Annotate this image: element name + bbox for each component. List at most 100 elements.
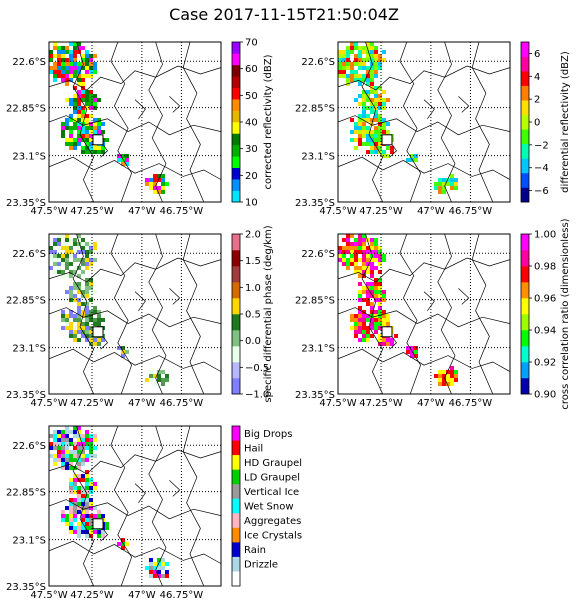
echo-pixel	[93, 150, 97, 154]
echo-pixel	[366, 262, 370, 266]
echo-pixel	[354, 246, 358, 250]
echo-pixel	[65, 522, 69, 526]
echo-pixel	[362, 114, 366, 118]
echo-pixel	[438, 382, 442, 386]
echo-pixel	[374, 130, 378, 134]
echo-pixel	[378, 122, 382, 126]
colorbar-tick-label: −6	[534, 186, 549, 197]
echo-pixel	[77, 102, 81, 106]
echo-pixel	[81, 458, 85, 462]
echo-pixel	[49, 70, 53, 74]
echo-pixel	[61, 234, 65, 238]
panel-cross-correlation-ratio: 22.6°S 22.85°S 23.1°S 23.35°S47.5°W 47.25°W 4…	[295, 218, 571, 409]
echo-pixel	[362, 258, 366, 262]
echo-pixel	[350, 42, 354, 46]
echo-pixel	[382, 90, 386, 94]
echo-pixel	[81, 306, 85, 310]
municipal-boundary	[182, 42, 205, 202]
echo-pixel	[438, 186, 442, 190]
echo-pixel	[366, 318, 370, 322]
echo-pixel	[149, 378, 153, 382]
map-frame	[337, 233, 511, 395]
echo-pixel	[89, 482, 93, 486]
echo-pixel	[157, 378, 161, 382]
echo-pixel	[161, 186, 165, 190]
echo-pixel	[81, 318, 85, 322]
echo-pixel	[73, 330, 77, 334]
lat-tick-label: 22.6°S	[301, 249, 335, 260]
echo-pixel	[374, 54, 378, 58]
echo-pixel	[370, 42, 374, 46]
echo-pixel	[49, 254, 53, 258]
echo-pixel	[374, 106, 378, 110]
echo-pixel	[85, 50, 89, 54]
echo-pixel	[89, 62, 93, 66]
colorbar-segment	[521, 282, 529, 299]
echo-pixel	[370, 302, 374, 306]
echo-pixel	[89, 514, 93, 518]
echo-pixel	[93, 446, 97, 450]
echo-pixel	[89, 126, 93, 130]
echo-pixel	[165, 374, 169, 378]
echo-pixel	[342, 262, 346, 266]
echo-pixel	[85, 102, 89, 106]
echo-pixel	[85, 470, 89, 474]
echo-pixel	[53, 78, 57, 82]
echo-pixel	[161, 382, 165, 386]
colorbar-tick-label: −1.0	[245, 390, 269, 401]
legend-label: Ice Crystals	[244, 531, 302, 542]
echo-pixel	[346, 66, 350, 70]
echo-pixel	[61, 246, 65, 250]
echo-pixel	[89, 130, 93, 134]
echo-pixel	[69, 506, 73, 510]
echo-pixel	[149, 186, 153, 190]
echo-pixel	[85, 502, 89, 506]
echo-pixel	[81, 474, 85, 478]
echo-pixel	[370, 78, 374, 82]
echo-pixel	[69, 78, 73, 82]
colorbar-segment	[521, 85, 529, 101]
legend-label: Aggregates	[244, 516, 301, 527]
echo-pixel	[93, 54, 97, 58]
echo-pixel	[378, 54, 382, 58]
echo-pixel	[49, 250, 53, 254]
echo-pixel	[81, 334, 85, 338]
echo-pixel	[77, 74, 81, 78]
echo-pixel	[57, 246, 61, 250]
echo-pixel	[346, 74, 350, 78]
echo-pixel	[65, 450, 69, 454]
echo-pixel	[145, 378, 149, 382]
echo-pixel	[69, 502, 73, 506]
echo-pixel	[65, 430, 69, 434]
echo-pixel	[89, 518, 93, 522]
municipal-boundary	[148, 42, 167, 202]
municipal-boundary	[338, 115, 510, 136]
echo-pixel	[69, 450, 73, 454]
echo-pixel	[97, 534, 101, 538]
echo-pixel	[366, 250, 370, 254]
colorbar-segment	[521, 71, 529, 86]
echo-pixel	[61, 46, 65, 50]
echo-pixel	[61, 462, 65, 466]
echo-pixel	[97, 98, 101, 102]
lon-tick-label: 47.25°W	[70, 206, 114, 217]
echo-pixel	[374, 142, 378, 146]
echo-pixel	[65, 426, 69, 430]
echo-pixel	[149, 566, 153, 570]
echo-pixel	[362, 246, 366, 250]
echo-pixel	[77, 430, 81, 434]
echo-pixel	[366, 138, 370, 142]
echo-pixel	[366, 54, 370, 58]
echo-pixel	[85, 510, 89, 514]
echo-pixel	[57, 46, 61, 50]
echo-pixel	[386, 342, 390, 346]
echo-pixel	[450, 378, 454, 382]
echo-pixel	[81, 438, 85, 442]
echo-pixel	[53, 438, 57, 442]
map-frame	[48, 41, 222, 203]
echo-pixel	[69, 42, 73, 46]
echo-pixel	[69, 482, 73, 486]
echo-pixel	[89, 434, 93, 438]
echo-pixel	[57, 50, 61, 54]
echo-pixel	[57, 434, 61, 438]
